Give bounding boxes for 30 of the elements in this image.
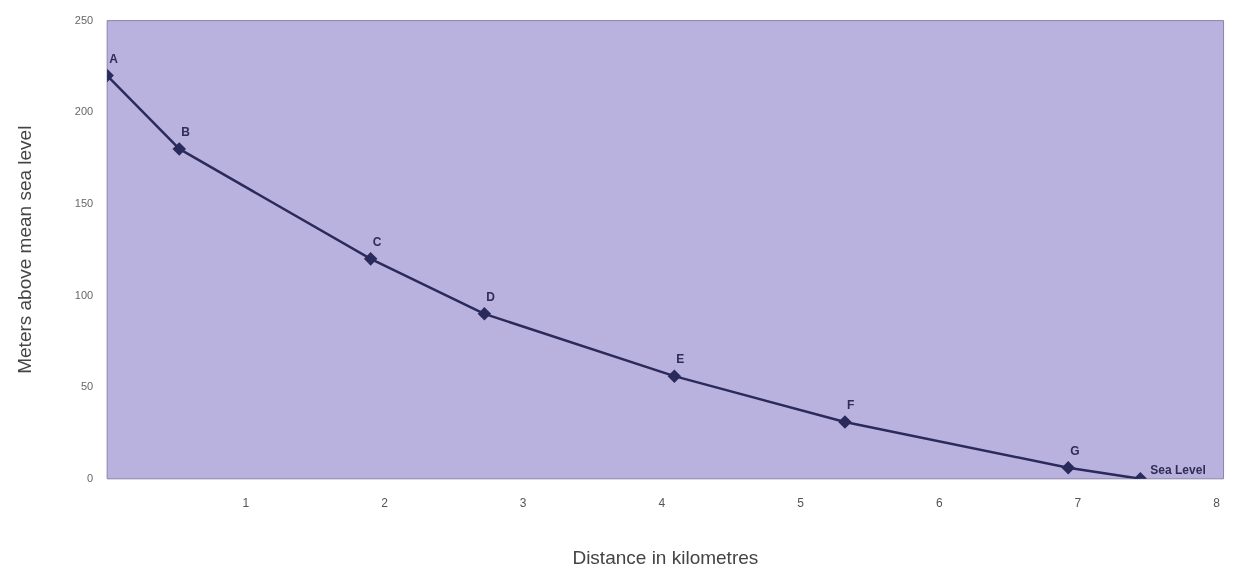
annotation: B <box>181 125 191 140</box>
point <box>364 252 377 266</box>
y-tick-label: 100 <box>74 288 94 301</box>
x-tick-label: 4 <box>658 496 666 511</box>
x-tick-label: 8 <box>1213 496 1221 511</box>
x-tick-label: 7 <box>1074 496 1082 511</box>
annotation: A <box>109 51 119 66</box>
annotation: D <box>486 290 496 305</box>
y-tick-label: 200 <box>74 105 94 118</box>
y-tick-label: 250 <box>74 13 94 26</box>
point <box>838 415 852 429</box>
annotation: C <box>372 235 382 250</box>
annotation: G <box>1070 444 1080 459</box>
x-tick-label: 1 <box>242 496 250 511</box>
annotation: E <box>676 352 685 367</box>
y-axis-title: Meters above mean sea level <box>13 125 35 374</box>
y-tick-label: 150 <box>74 196 94 209</box>
point <box>668 369 681 383</box>
y-tick-label: 0 <box>87 471 94 484</box>
annotation: F <box>846 398 855 413</box>
x-tick-label: 2 <box>381 496 389 511</box>
point <box>478 307 491 321</box>
point <box>173 142 186 156</box>
point <box>1061 461 1075 475</box>
x-tick-label: 6 <box>935 496 943 511</box>
x-tick-label: 5 <box>797 496 805 511</box>
x-axis-title: Distance in kilometres <box>572 546 759 568</box>
x-tick-label: 3 <box>519 496 527 511</box>
annotation: Sea Level <box>1150 463 1206 478</box>
y-tick-label: 50 <box>80 380 94 393</box>
